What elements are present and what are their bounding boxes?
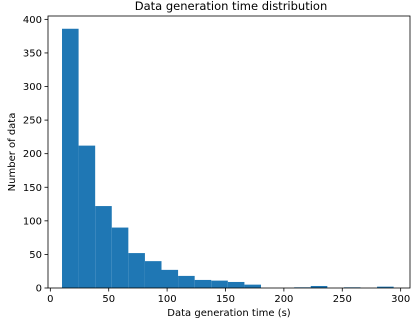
histogram-bar-7 xyxy=(178,275,195,288)
y-tick-label: 100 xyxy=(23,216,42,227)
y-axis-label: Number of data xyxy=(7,113,18,192)
y-tick-label: 150 xyxy=(23,183,42,194)
histogram-bar-10 xyxy=(227,281,245,288)
x-axis-label: Data generation time (s) xyxy=(167,308,291,319)
y-tick-label: 350 xyxy=(23,48,42,59)
histogram-bar-3 xyxy=(111,227,129,288)
y-tick-label: 250 xyxy=(23,116,42,127)
histogram-bar-1 xyxy=(78,145,96,288)
y-tick-label: 0 xyxy=(36,284,42,295)
x-tick-label: 250 xyxy=(333,294,352,305)
y-tick-label: 200 xyxy=(23,149,42,160)
histogram-bar-2 xyxy=(95,206,112,288)
histogram-bar-19 xyxy=(377,286,394,288)
histogram-bar-0 xyxy=(62,28,79,288)
x-tick-label: 100 xyxy=(158,294,177,305)
histogram-bar-11 xyxy=(244,284,261,288)
histogram-bar-8 xyxy=(194,279,212,288)
y-tick-label: 50 xyxy=(29,250,42,261)
y-tick-label: 300 xyxy=(23,82,42,93)
x-tick-label: 0 xyxy=(47,294,53,305)
y-tick-label: 400 xyxy=(23,15,42,26)
x-axis-ticks: 0 50 100 150 200 250 300 xyxy=(47,288,410,305)
x-tick-label: 200 xyxy=(274,294,293,305)
bars-group xyxy=(62,28,394,288)
histogram-bar-15 xyxy=(310,285,328,288)
y-axis-ticks: 0 50 100 150 200 250 300 350 400 xyxy=(23,15,48,295)
x-tick-label: 150 xyxy=(216,294,235,305)
histogram-bar-5 xyxy=(144,261,162,288)
chart-title: Data generation time distribution xyxy=(135,0,328,13)
plot-frame xyxy=(47,15,411,289)
x-tick-label: 50 xyxy=(102,294,115,305)
histogram-bar-4 xyxy=(128,253,145,288)
histogram-bar-9 xyxy=(211,280,228,288)
x-tick-label: 300 xyxy=(391,294,410,305)
histogram-bar-6 xyxy=(161,269,179,288)
